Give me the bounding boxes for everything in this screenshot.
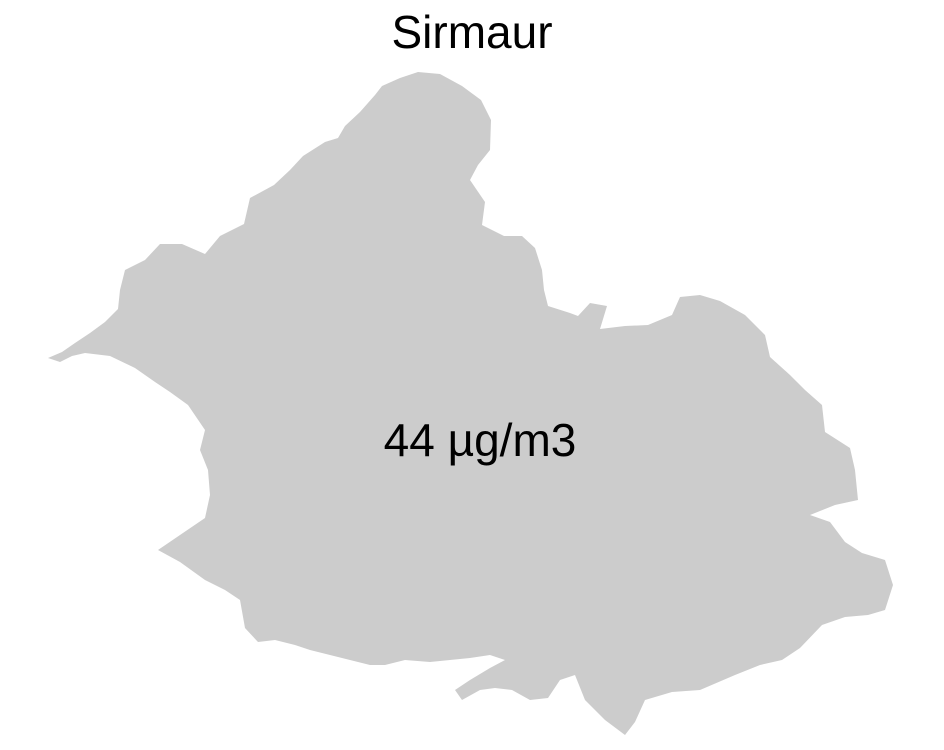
district-shape-sirmaur bbox=[48, 72, 893, 735]
map-title: Sirmaur bbox=[391, 6, 553, 58]
value-label: 44 µg/m3 bbox=[384, 414, 577, 466]
